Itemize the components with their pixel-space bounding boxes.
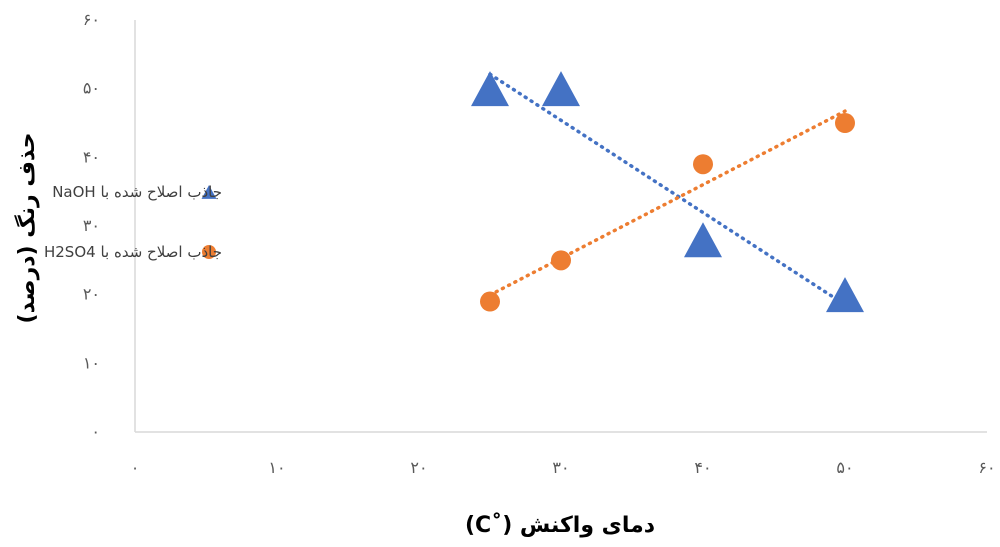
y-tick-labels: ۰ ۱۰ ۲۰ ۳۰ ۴۰ ۵۰ ۶۰ (83, 10, 100, 441)
x-tick-label: ۰ (131, 458, 140, 477)
x-tick-label: ۶۰ (978, 458, 995, 477)
x-tick-label: ۴۰ (694, 458, 711, 477)
y-tick-label: ۲۰ (83, 285, 100, 304)
legend-marker (201, 185, 217, 199)
trendline-1 (488, 72, 847, 307)
data-point-triangle (826, 277, 864, 313)
axes (134, 20, 987, 433)
data-point-circle (693, 154, 713, 175)
trendline-2 (488, 109, 847, 297)
data-points (471, 71, 864, 313)
y-tick-label: ۰ (91, 422, 100, 441)
x-tick-label: ۲۰ (410, 458, 427, 477)
data-point-circle (835, 113, 855, 133)
y-tick-label: ۵۰ (83, 79, 100, 98)
legend: جاذب اصلاح شده با NaOH جاذب اصلاح شده با … (44, 183, 222, 261)
y-tick-label: ۴۰ (83, 147, 100, 166)
x-tick-labels: ۰ ۱۰ ۲۰ ۳۰ ۴۰ ۵۰ ۶۰ (131, 458, 996, 477)
y-tick-label: ۶۰ (83, 10, 100, 29)
data-point-triangle (471, 71, 509, 107)
data-point-circle (551, 250, 571, 271)
x-tick-label: ۵۰ (836, 458, 853, 477)
trendlines (488, 72, 847, 307)
y-tick-label: ۳۰ (83, 216, 100, 235)
x-axis-title: دمای واکنش (˚C) (465, 513, 655, 538)
legend-label: جاذب اصلاح شده با NaOH (52, 183, 222, 201)
data-point-circle (480, 291, 500, 312)
y-tick-label: ۱۰ (83, 353, 100, 372)
x-tick-label: ۱۰ (268, 458, 285, 477)
y-axis-title: حذف رنگ (درصد) (13, 133, 40, 324)
data-point-triangle (684, 222, 722, 258)
legend-label: جاذب اصلاح شده با H2SO4 (44, 243, 222, 261)
legend-marker (202, 245, 216, 259)
data-point-triangle (542, 71, 580, 107)
x-tick-label: ۳۰ (552, 458, 569, 477)
